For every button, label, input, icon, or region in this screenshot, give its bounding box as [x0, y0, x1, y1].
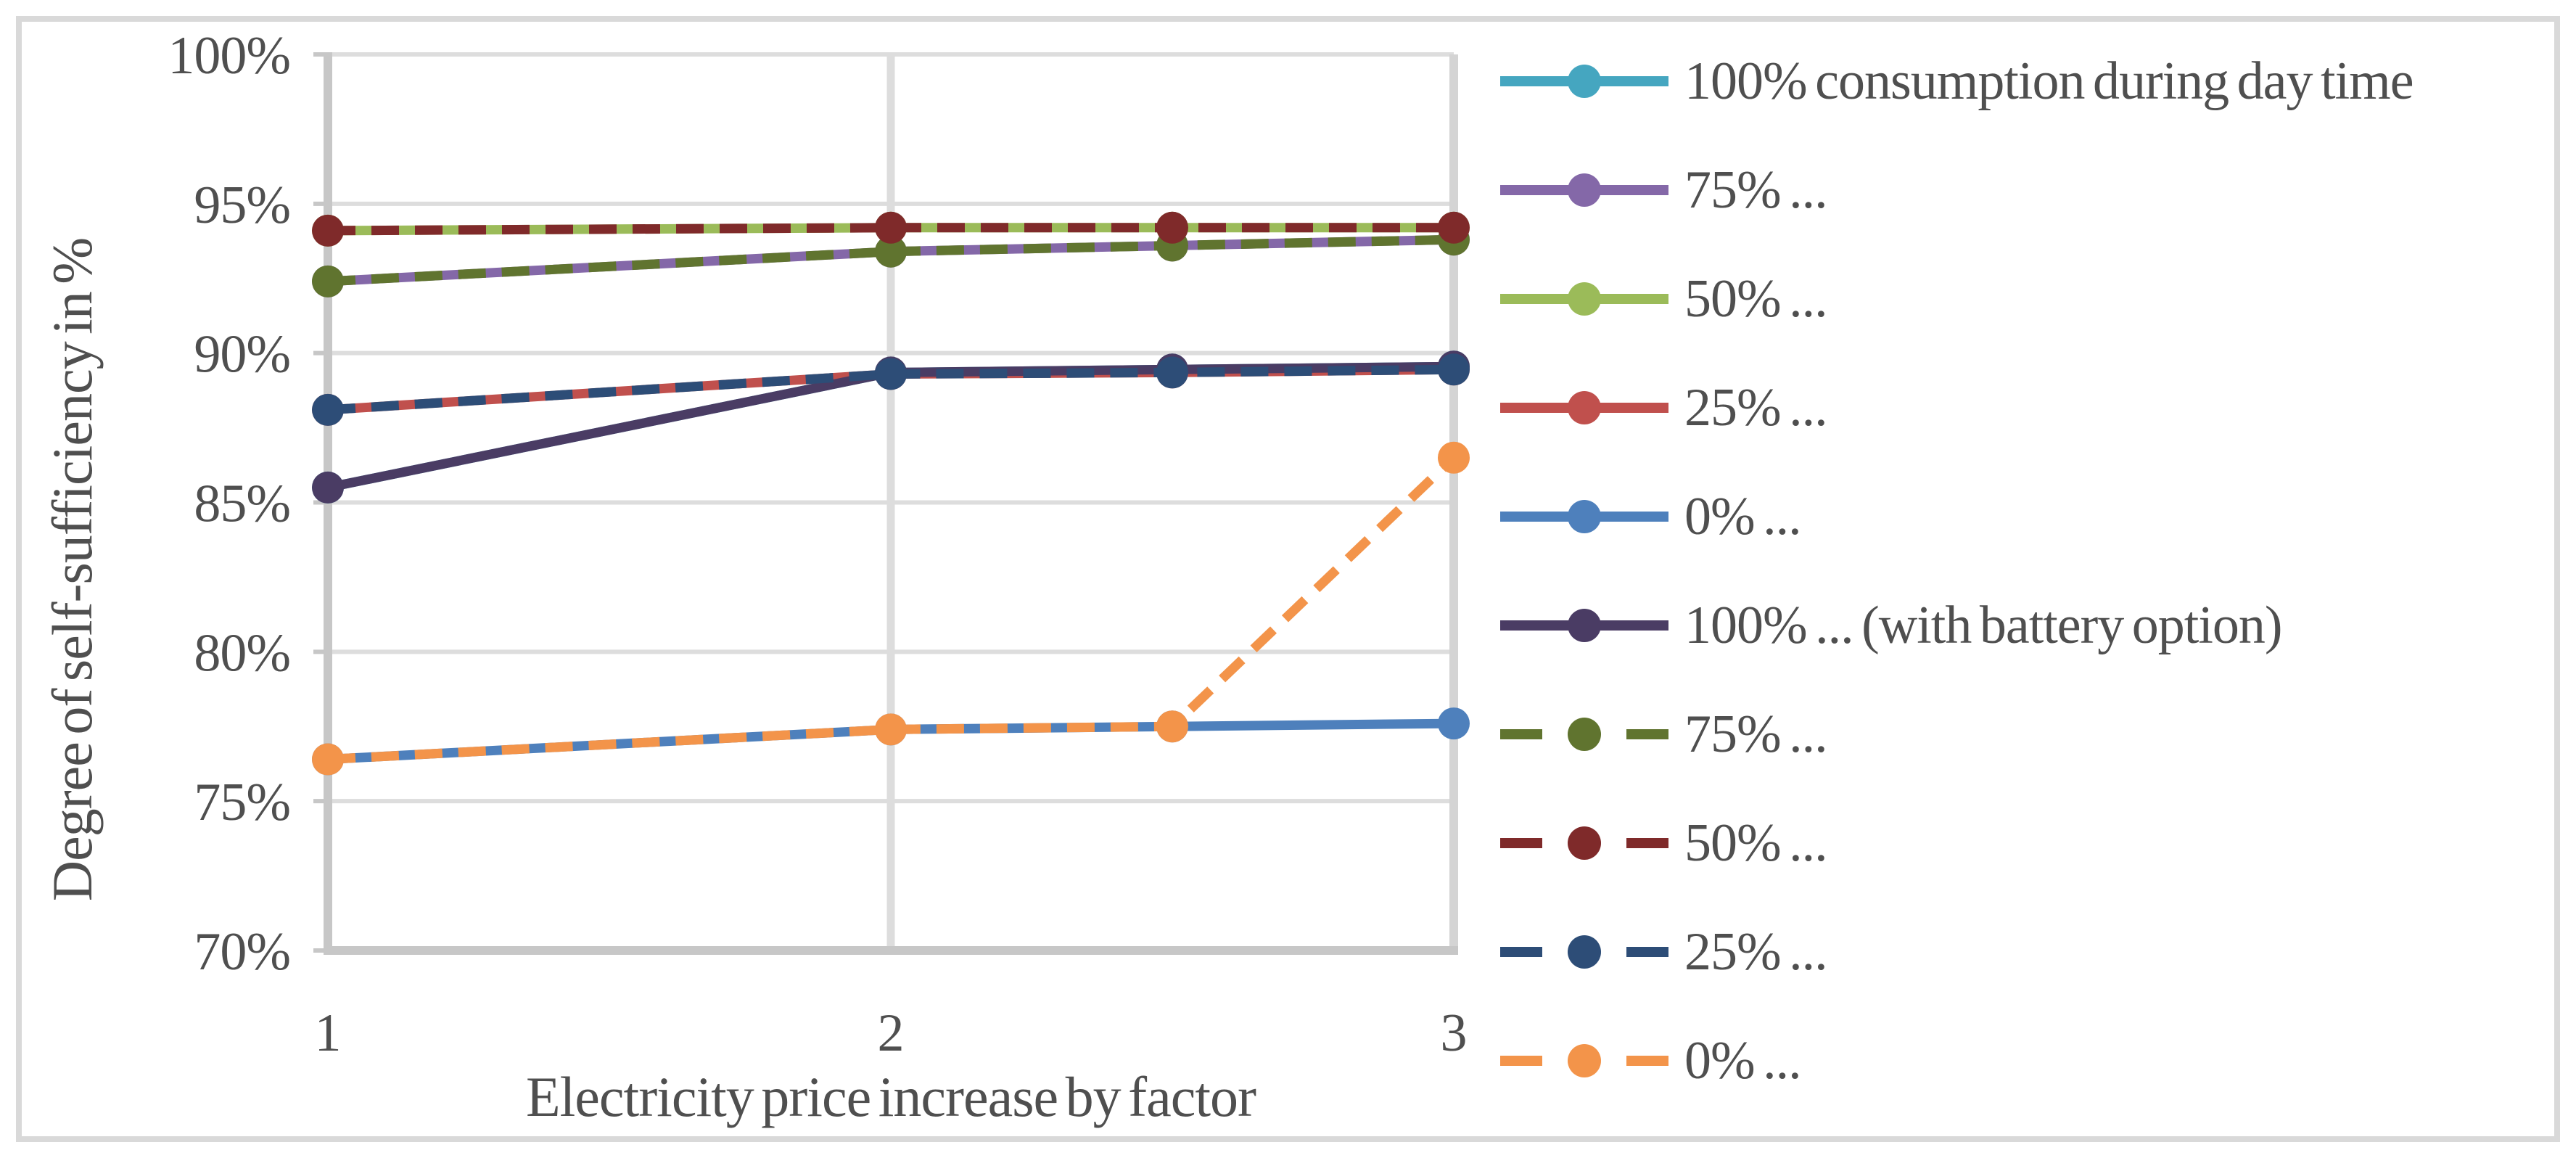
data-point-marker	[1438, 211, 1470, 244]
data-point-marker	[875, 713, 907, 746]
y-axis-title: Degree of self-sufficiency in %	[41, 237, 104, 902]
series-line-9	[327, 454, 1457, 765]
data-point-marker	[875, 211, 907, 244]
y-tick-label: 85%	[194, 475, 290, 534]
data-point-marker	[875, 235, 907, 268]
y-tick-label: 100%	[168, 26, 290, 86]
data-point-marker	[1156, 710, 1188, 743]
y-tick-label: 80%	[194, 623, 290, 683]
y-tick-label: 70%	[194, 922, 290, 982]
x-tick-label: 1	[315, 1003, 342, 1063]
data-point-marker	[1438, 353, 1470, 386]
x-axis-title: Electricity price increase by factor	[525, 1065, 1256, 1128]
series-line-7	[327, 223, 1454, 236]
y-tick-label: 75%	[194, 773, 290, 832]
data-point-marker	[1438, 441, 1470, 474]
data-point-marker	[312, 743, 344, 776]
data-point-marker	[312, 265, 344, 297]
data-point-marker	[312, 393, 344, 426]
data-point-marker	[312, 471, 344, 504]
data-point-marker	[1156, 356, 1188, 389]
data-point-marker	[1156, 211, 1188, 244]
data-point-marker	[312, 214, 344, 247]
y-tick-label: 95%	[194, 176, 290, 235]
y-tick-label: 90%	[194, 325, 290, 385]
series-line-8	[327, 364, 1454, 415]
series-line-6	[327, 234, 1454, 287]
data-point-marker	[875, 358, 907, 390]
x-tick-label: 2	[878, 1003, 905, 1063]
x-tick-label: 3	[1441, 1003, 1468, 1063]
data-point-marker	[1438, 707, 1470, 740]
